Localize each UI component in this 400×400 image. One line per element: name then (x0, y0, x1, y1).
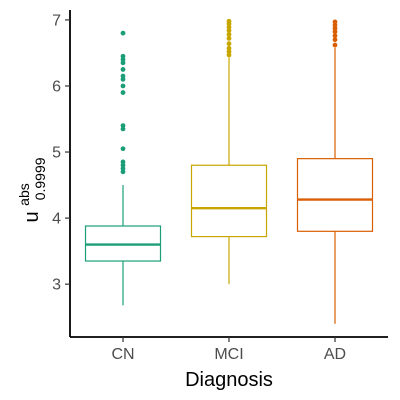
y-tick-label: 4 (52, 211, 61, 228)
outlier-point (120, 90, 126, 95)
plot-area (84, 18, 374, 324)
outlier-point (332, 26, 338, 31)
outlier-point (120, 162, 126, 168)
iqr-box (296, 158, 374, 232)
outlier-point (120, 123, 126, 129)
outlier-point (226, 18, 232, 24)
outlier-point (332, 33, 338, 39)
y-axis-title-superscript: abs (16, 183, 32, 206)
outlier-point (226, 45, 232, 51)
iqr-box (190, 164, 268, 238)
outlier-point (120, 67, 126, 72)
outlier-point (226, 41, 232, 47)
outlier-point (120, 166, 126, 171)
outlier-point (120, 76, 126, 82)
outlier-point (120, 83, 126, 89)
y-axis-title: u abs 0.9999 (12, 157, 48, 222)
y-tick-label: 6 (52, 78, 61, 95)
outlier-point (120, 60, 126, 66)
x-tick-label: CN (111, 346, 134, 363)
outlier-point (120, 169, 126, 175)
y-tick-label: 3 (52, 277, 61, 294)
y-axis-title-subscript: 0.9999 (32, 157, 48, 200)
x-tick-label: AD (324, 346, 346, 363)
outlier-point (120, 30, 126, 36)
outlier-point (226, 32, 232, 37)
y-axis-title-base: u (21, 211, 43, 222)
outlier-point (120, 126, 126, 132)
outlier-point (226, 52, 232, 58)
box-group-ad (296, 19, 374, 324)
outlier-point (226, 24, 232, 30)
outlier-point (332, 42, 338, 48)
axis-ticks: 3 4 5 6 7 CN MCI AD (52, 12, 346, 363)
y-tick-label: 7 (52, 12, 61, 29)
outlier-point (226, 36, 232, 41)
x-tick-label: MCI (214, 346, 243, 363)
outlier-point (332, 22, 338, 28)
outlier-point (120, 73, 126, 79)
y-tick-label: 5 (52, 145, 61, 162)
outlier-point (226, 49, 232, 55)
outlier-point (332, 29, 338, 35)
outlier-point (120, 159, 126, 165)
box-group-mci (190, 18, 268, 285)
outlier-point (120, 53, 126, 59)
outlier-point (332, 19, 338, 25)
box-group-cn (84, 30, 162, 306)
outlier-point (120, 146, 126, 152)
outlier-point (332, 37, 338, 43)
outlier-point (120, 57, 126, 62)
x-axis-title: Diagnosis (185, 369, 273, 391)
outlier-point (226, 28, 232, 33)
